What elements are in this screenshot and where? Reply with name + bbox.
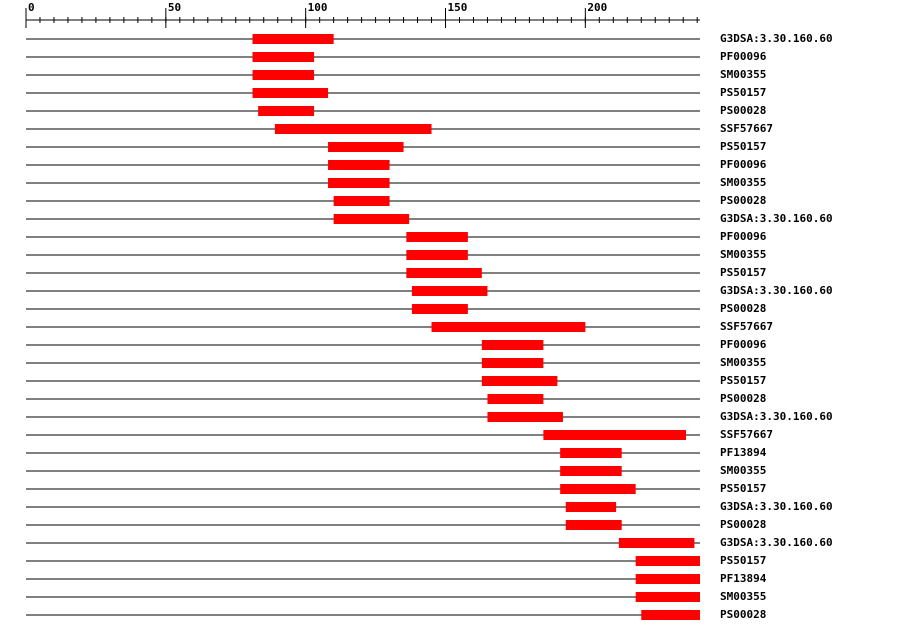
row-label: PF00096 — [720, 50, 767, 63]
row-label: PF13894 — [720, 446, 767, 459]
domain-bar — [328, 178, 390, 188]
domain-bar — [487, 394, 544, 404]
row-label: PS50157 — [720, 374, 766, 387]
row-label: PS50157 — [720, 266, 766, 279]
domain-bar — [560, 466, 622, 476]
row-label: PS50157 — [720, 482, 766, 495]
row-label: SSF57667 — [720, 428, 773, 441]
row-label: SM00355 — [720, 248, 766, 261]
row-label: PS50157 — [720, 140, 766, 153]
domain-bar — [406, 232, 468, 242]
domain-bar — [560, 448, 622, 458]
row-label: PF13894 — [720, 572, 767, 585]
domain-bar — [431, 322, 586, 332]
domain-bar — [565, 520, 622, 530]
domain-bar — [635, 592, 700, 602]
row-label: PS00028 — [720, 518, 766, 531]
domain-bar — [543, 430, 687, 440]
row-label: G3DSA:3.30.160.60 — [720, 212, 833, 225]
domain-bar — [274, 124, 432, 134]
x-tick-label: 0 — [28, 1, 35, 14]
row-label: PF00096 — [720, 158, 767, 171]
domain-bar — [411, 286, 488, 296]
domain-bar — [328, 142, 404, 152]
domain-bar — [487, 412, 563, 422]
domain-bar — [560, 484, 636, 494]
row-label: PS00028 — [720, 194, 766, 207]
x-tick-label: 100 — [308, 1, 328, 14]
domain-bar — [618, 538, 695, 548]
domain-bar — [258, 106, 315, 116]
row-label: SM00355 — [720, 590, 766, 603]
row-label: PF00096 — [720, 230, 767, 243]
domain-bar — [411, 304, 468, 314]
row-label: SSF57667 — [720, 320, 773, 333]
row-label: G3DSA:3.30.160.60 — [720, 32, 833, 45]
row-label: PS00028 — [720, 608, 766, 621]
domain-bar — [252, 88, 329, 98]
domain-bar — [406, 250, 468, 260]
row-label: SM00355 — [720, 68, 766, 81]
row-label: G3DSA:3.30.160.60 — [720, 284, 833, 297]
row-label: SM00355 — [720, 356, 766, 369]
row-label: G3DSA:3.30.160.60 — [720, 500, 833, 513]
domain-bar — [641, 610, 700, 620]
domain-bar — [252, 34, 334, 44]
row-label: G3DSA:3.30.160.60 — [720, 410, 833, 423]
domain-bar — [481, 340, 544, 350]
row-label: PS50157 — [720, 554, 766, 567]
row-label: SM00355 — [720, 464, 766, 477]
domain-bar — [252, 70, 315, 80]
row-label: PS50157 — [720, 86, 766, 99]
domain-bar — [565, 502, 617, 512]
row-label: PF00096 — [720, 338, 767, 351]
row-label: SM00355 — [720, 176, 766, 189]
domain-bar — [406, 268, 482, 278]
domain-bar — [481, 376, 558, 386]
row-label: G3DSA:3.30.160.60 — [720, 536, 833, 549]
domain-bar — [635, 556, 700, 566]
row-label: PS00028 — [720, 104, 766, 117]
row-label: PS00028 — [720, 392, 766, 405]
domain-bar — [333, 196, 390, 206]
domain-bar — [481, 358, 544, 368]
row-label: PS00028 — [720, 302, 766, 315]
domain-bar — [635, 574, 700, 584]
row-label: SSF57667 — [720, 122, 773, 135]
domain-bar — [333, 214, 410, 224]
x-tick-label: 150 — [448, 1, 468, 14]
x-tick-label: 200 — [587, 1, 607, 14]
domain-bar — [328, 160, 390, 170]
domain-bar — [252, 52, 315, 62]
x-tick-label: 50 — [168, 1, 181, 14]
